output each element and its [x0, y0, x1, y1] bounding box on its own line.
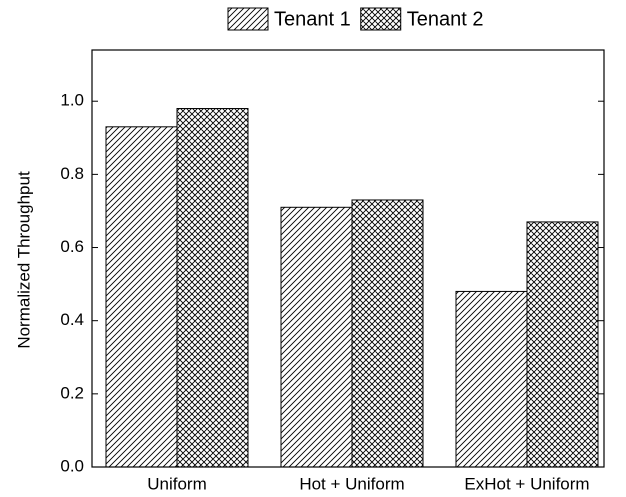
bar: [351, 199, 424, 468]
legend-label: Tenant 2: [407, 8, 484, 30]
y-tick-label: 0.2: [60, 383, 84, 402]
bar: [176, 108, 249, 468]
legend-swatch: [227, 7, 269, 31]
legend-label: Tenant 1: [274, 8, 351, 30]
y-tick-label: 0.6: [60, 237, 84, 256]
y-tick-label: 0.4: [60, 310, 84, 329]
y-tick-label: 0.0: [60, 456, 84, 475]
legend-swatch: [360, 7, 402, 31]
y-axis-label: Normalized Throughput: [14, 171, 33, 349]
bar: [455, 290, 528, 468]
y-tick-label: 1.0: [60, 91, 84, 110]
x-tick-label: Uniform: [147, 474, 207, 493]
plot-frame: [91, 49, 605, 468]
bar: [280, 206, 353, 468]
y-tick-label: 0.8: [60, 164, 84, 183]
bar: [105, 126, 178, 468]
x-tick-label: Hot + Uniform: [299, 474, 404, 493]
x-tick-label: ExHot + Uniform: [464, 474, 589, 493]
bar: [526, 221, 599, 468]
